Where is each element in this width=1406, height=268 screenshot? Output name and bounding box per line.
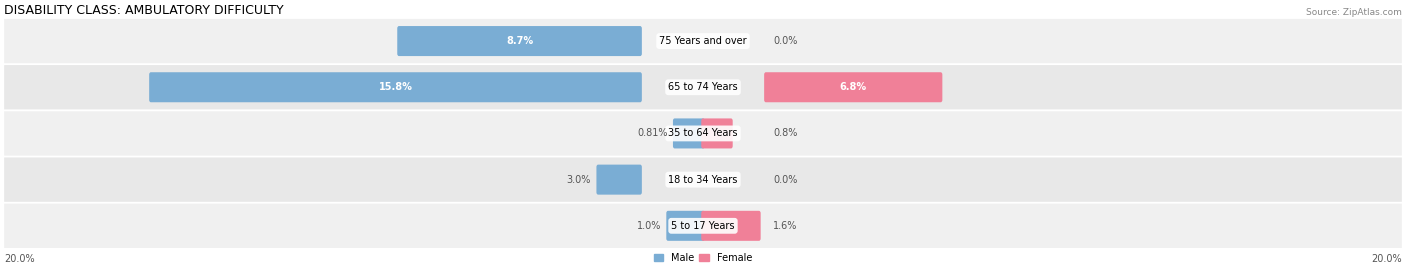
Text: 1.0%: 1.0%: [637, 221, 661, 231]
Text: 35 to 64 Years: 35 to 64 Years: [668, 128, 738, 139]
FancyBboxPatch shape: [149, 72, 643, 102]
Text: 20.0%: 20.0%: [4, 254, 35, 263]
FancyBboxPatch shape: [673, 118, 704, 148]
FancyBboxPatch shape: [666, 211, 704, 241]
Text: 0.8%: 0.8%: [773, 128, 797, 139]
FancyBboxPatch shape: [596, 165, 643, 195]
Text: 18 to 34 Years: 18 to 34 Years: [668, 175, 738, 185]
FancyBboxPatch shape: [702, 211, 761, 241]
FancyBboxPatch shape: [4, 65, 1402, 109]
Text: 15.8%: 15.8%: [378, 82, 412, 92]
Text: 65 to 74 Years: 65 to 74 Years: [668, 82, 738, 92]
Text: 8.7%: 8.7%: [506, 36, 533, 46]
Text: Source: ZipAtlas.com: Source: ZipAtlas.com: [1306, 8, 1402, 17]
Text: 0.0%: 0.0%: [773, 36, 797, 46]
FancyBboxPatch shape: [398, 26, 643, 56]
FancyBboxPatch shape: [4, 19, 1402, 63]
Text: 20.0%: 20.0%: [1371, 254, 1402, 263]
Text: 0.0%: 0.0%: [773, 175, 797, 185]
Text: 1.6%: 1.6%: [773, 221, 797, 231]
FancyBboxPatch shape: [4, 111, 1402, 156]
FancyBboxPatch shape: [702, 118, 733, 148]
Text: DISABILITY CLASS: AMBULATORY DIFFICULTY: DISABILITY CLASS: AMBULATORY DIFFICULTY: [4, 4, 284, 17]
Legend: Male, Female: Male, Female: [654, 253, 752, 263]
Text: 0.81%: 0.81%: [637, 128, 668, 139]
Text: 3.0%: 3.0%: [567, 175, 591, 185]
Text: 5 to 17 Years: 5 to 17 Years: [671, 221, 735, 231]
Text: 6.8%: 6.8%: [839, 82, 868, 92]
FancyBboxPatch shape: [4, 158, 1402, 202]
FancyBboxPatch shape: [763, 72, 942, 102]
FancyBboxPatch shape: [4, 204, 1402, 248]
Text: 75 Years and over: 75 Years and over: [659, 36, 747, 46]
